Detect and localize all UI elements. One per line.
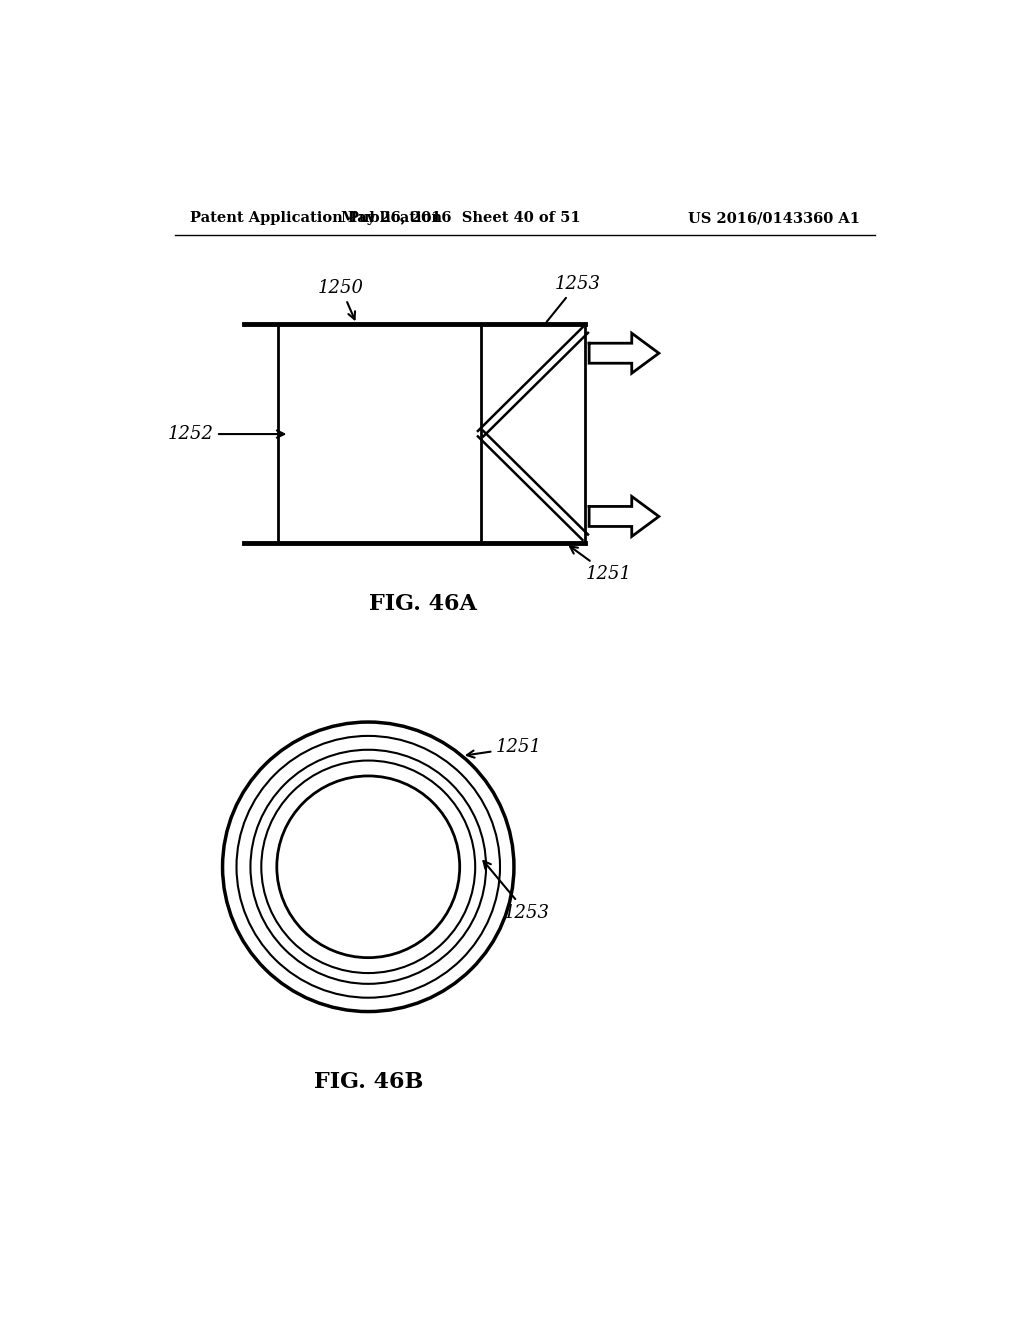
Text: 1250: 1250 bbox=[317, 279, 364, 319]
Text: 1253: 1253 bbox=[547, 275, 600, 322]
Text: US 2016/0143360 A1: US 2016/0143360 A1 bbox=[687, 211, 859, 226]
Text: FIG. 46B: FIG. 46B bbox=[313, 1071, 423, 1093]
Text: 1252: 1252 bbox=[167, 425, 284, 444]
Text: 1251: 1251 bbox=[467, 738, 542, 758]
Text: May 26, 2016  Sheet 40 of 51: May 26, 2016 Sheet 40 of 51 bbox=[341, 211, 581, 226]
Text: 1251: 1251 bbox=[570, 546, 631, 583]
Text: FIG. 46A: FIG. 46A bbox=[369, 594, 476, 615]
Text: Patent Application Publication: Patent Application Publication bbox=[190, 211, 442, 226]
Text: 1253: 1253 bbox=[483, 861, 550, 921]
